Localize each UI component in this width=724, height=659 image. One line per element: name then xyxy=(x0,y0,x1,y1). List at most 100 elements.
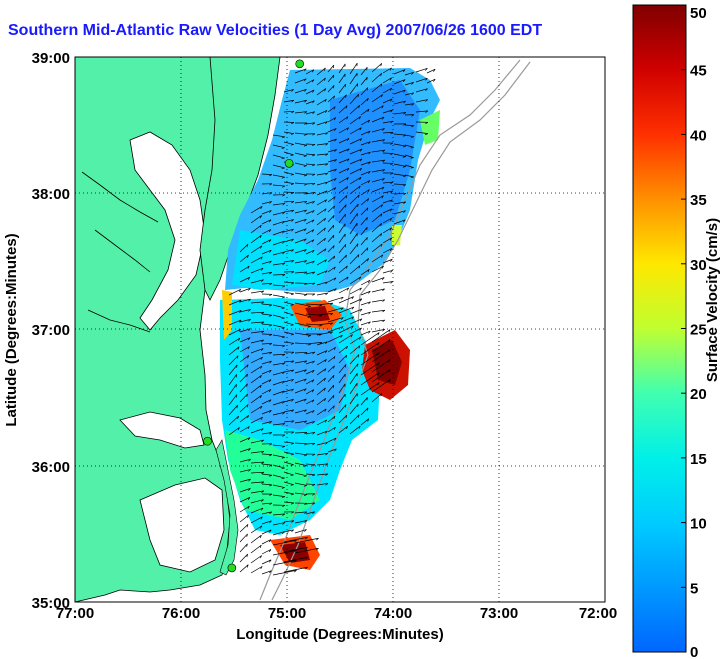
velocity-arrow-head xyxy=(316,537,319,541)
velocity-arrow xyxy=(283,536,308,543)
velocity-arrow xyxy=(239,265,250,273)
velocity-arrow-head xyxy=(410,146,414,149)
velocity-arrow-head xyxy=(261,451,265,454)
velocity-arrow xyxy=(371,128,385,133)
velocity-arrow xyxy=(349,167,362,175)
velocity-arrow-head xyxy=(380,94,383,98)
velocity-arrow-head xyxy=(390,181,394,185)
velocity-arrow xyxy=(250,461,264,464)
velocity-arrow xyxy=(305,410,315,415)
velocity-arrow-head xyxy=(304,238,307,242)
velocity-arrow-head xyxy=(351,316,355,320)
velocity-arrow xyxy=(272,202,285,206)
velocity-arrow-head xyxy=(247,265,250,269)
velocity-arrow-head xyxy=(261,301,265,304)
velocity-arrow xyxy=(294,152,307,157)
velocity-arrow xyxy=(305,79,315,85)
velocity-arrow-head xyxy=(236,364,238,368)
velocity-arrow xyxy=(294,537,319,544)
velocity-arrow-head xyxy=(330,313,334,316)
velocity-arrow-head xyxy=(247,437,251,441)
velocity-arrow xyxy=(283,110,295,113)
velocity-arrow-head xyxy=(290,493,294,496)
velocity-arrow-head xyxy=(333,205,335,209)
velocity-arrow-head xyxy=(269,271,273,275)
velocity-arrow xyxy=(316,199,327,206)
rappahannock-river xyxy=(94,229,151,273)
grid xyxy=(75,57,605,602)
velocity-arrow xyxy=(272,344,285,347)
velocity-arrow-head xyxy=(304,520,307,523)
velocity-arrow xyxy=(360,226,368,236)
velocity-arrow xyxy=(360,352,380,366)
velocity-arrow xyxy=(360,269,370,276)
velocity-arrow-head xyxy=(325,143,329,146)
velocity-arrow-head xyxy=(403,100,406,104)
velocity-arrow-head xyxy=(433,69,436,72)
velocity-arrow xyxy=(338,138,350,144)
velocity-arrow xyxy=(349,62,358,75)
velocity-arrow xyxy=(360,198,369,206)
velocity-arrow-head xyxy=(261,311,265,315)
velocity-arrow xyxy=(338,127,349,134)
velocity-arrow xyxy=(316,408,327,416)
velocity-arrow xyxy=(272,559,297,566)
velocity-arrow-head xyxy=(312,474,316,477)
velocity-arrow xyxy=(371,178,385,183)
velocity-arrow xyxy=(239,543,248,553)
velocity-arrow xyxy=(250,499,264,504)
velocity-arrow-head xyxy=(282,211,285,215)
velocity-arrow xyxy=(250,206,263,214)
velocity-arrow xyxy=(393,133,406,136)
velocity-arrow-head xyxy=(290,174,294,176)
velocity-arrow xyxy=(272,284,285,287)
velocity-arrow xyxy=(283,420,294,423)
velocity-arrow-head xyxy=(282,412,285,415)
velocity-arrow xyxy=(382,109,393,114)
velocity-arrow-head xyxy=(246,364,249,368)
velocity-arrow-head xyxy=(368,161,371,165)
velocity-arrow xyxy=(283,388,294,393)
velocity-arrow-head xyxy=(334,277,337,281)
velocity-arrow xyxy=(283,451,294,455)
velocity-arrow xyxy=(316,331,333,336)
velocity-arrow-head xyxy=(282,285,286,288)
velocity-arrow-head xyxy=(291,111,295,114)
velocity-arrow-head xyxy=(269,570,272,574)
velocity-arrow-head xyxy=(359,327,362,331)
velocity-arrow-head xyxy=(382,159,386,163)
velocity-arrow-head xyxy=(359,168,362,171)
velocity-arrow xyxy=(382,98,393,104)
velocity-arrow xyxy=(360,342,380,356)
velocity-arrow-head xyxy=(291,260,295,263)
velocity-arrow xyxy=(338,244,347,254)
velocity-arrow xyxy=(283,491,294,495)
velocity-arrow xyxy=(305,153,315,156)
velocity-arrow-head xyxy=(269,249,272,253)
velocity-arrow xyxy=(327,437,337,443)
velocity-arrow xyxy=(294,292,307,295)
velocity-arrow xyxy=(305,163,316,166)
velocity-arrow xyxy=(338,167,350,174)
velocity-arrow-head xyxy=(290,464,294,466)
velocity-arrow xyxy=(261,502,272,505)
velocity-arrow xyxy=(261,520,272,525)
velocity-arrow xyxy=(371,233,382,243)
velocity-arrow-head xyxy=(324,218,326,222)
velocity-arrow-head xyxy=(312,502,316,505)
outer-banks xyxy=(215,439,239,576)
velocity-arrow xyxy=(294,529,307,534)
velocity-arrow-head xyxy=(332,235,335,239)
velocity-arrow-head xyxy=(238,289,241,293)
velocity-arrow xyxy=(305,282,315,285)
velocity-arrow xyxy=(272,211,285,216)
velocity-arrow xyxy=(305,183,316,185)
velocity-arrow-head xyxy=(282,251,285,255)
velocity-arrow xyxy=(294,99,307,104)
velocity-arrow xyxy=(316,397,326,406)
velocity-arrow xyxy=(327,178,337,183)
velocity-arrow-head xyxy=(366,237,368,241)
velocity-arrow xyxy=(261,239,272,245)
velocity-arrow-head xyxy=(332,385,335,389)
velocity-arrow xyxy=(283,89,294,93)
